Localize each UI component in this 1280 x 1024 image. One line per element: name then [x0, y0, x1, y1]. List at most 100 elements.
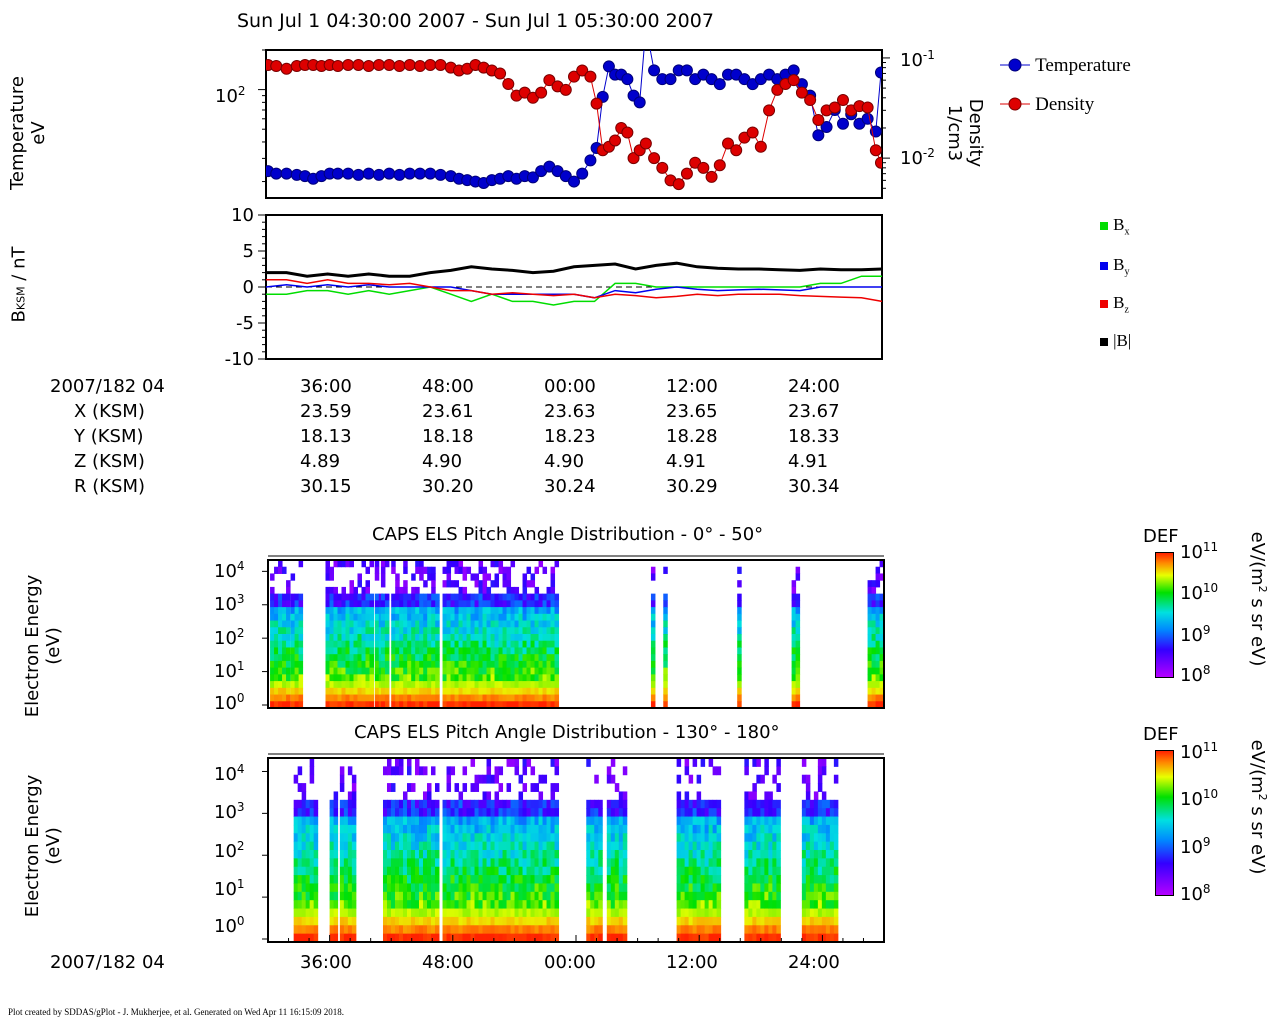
spectrogram-cell — [510, 701, 516, 709]
spectrogram-cell — [514, 687, 520, 696]
spectrogram-cell — [522, 580, 528, 588]
spectrogram-cell — [426, 816, 432, 826]
spectrogram-cell — [768, 925, 773, 935]
spectrogram-cell — [590, 799, 595, 809]
spectrogram-cell — [282, 593, 287, 601]
spectrogram-cell — [474, 891, 480, 901]
spectrogram-cell — [502, 701, 508, 709]
spectrogram-cell — [590, 908, 595, 918]
spectrogram-cell — [526, 674, 532, 682]
spectrogram-cell — [805, 841, 811, 851]
spectrogram-cell — [435, 660, 440, 669]
spectrogram-cell — [506, 607, 512, 615]
spectrogram-cell — [274, 647, 279, 655]
spectrogram-cell — [550, 808, 556, 818]
spectrogram-cell — [422, 791, 428, 801]
spectrogram-cell — [390, 858, 396, 868]
spectrogram-cell — [772, 808, 777, 818]
spectrogram-cell — [772, 799, 777, 809]
spectrogram-cell — [482, 566, 488, 574]
spectrogram-cell — [419, 701, 424, 709]
spectrogram-cell — [442, 824, 448, 834]
spectrogram-cell — [462, 634, 468, 642]
spectrogram-cell — [286, 667, 291, 675]
density-point — [697, 161, 710, 174]
spectrogram-cell — [716, 824, 722, 834]
spectrogram-cell — [411, 607, 416, 615]
spectrogram-cell — [486, 647, 492, 655]
spectrogram-cell — [526, 647, 532, 655]
spectrogram-cell — [466, 634, 472, 642]
spectrogram-cell — [752, 908, 757, 918]
spectrogram-cell — [618, 875, 624, 884]
spectrogram-cell — [270, 640, 275, 648]
spectrogram-cell — [700, 808, 706, 818]
spectrogram-cell — [490, 908, 496, 918]
spectrogram-cell — [399, 660, 404, 669]
spectrogram-cell — [294, 600, 300, 608]
spectrogram-cell — [700, 858, 706, 868]
spectrogram-cell — [752, 850, 757, 859]
spectrogram-cell — [294, 620, 300, 628]
spectrogram-cell — [510, 654, 516, 662]
spectrogram-cell — [482, 580, 488, 588]
plot-frame — [267, 559, 885, 709]
spectrogram-cell — [382, 891, 388, 901]
spectrogram-cell — [534, 674, 540, 682]
spectrogram-cell — [374, 560, 380, 568]
spectrogram-cell — [618, 858, 624, 868]
spectrogram-cell — [442, 925, 448, 935]
spectrogram-cell — [390, 900, 396, 910]
spectrogram-cell — [462, 687, 468, 696]
spectrogram-cell — [538, 841, 544, 851]
spectrogram-cell — [518, 808, 524, 818]
spectrogram-cell — [610, 841, 616, 851]
spectrogram-cell — [522, 694, 528, 702]
spectrogram-cell — [402, 833, 408, 843]
spectrogram-cell — [550, 687, 556, 696]
spectrogram-cell — [518, 933, 524, 943]
spectrogram-cell — [554, 766, 560, 776]
spectrogram-cell — [538, 900, 544, 910]
spectrogram-cell — [768, 866, 773, 876]
spectrogram-cell — [399, 674, 404, 682]
spectrogram-cell — [744, 799, 749, 809]
spectrogram-cell — [490, 875, 496, 884]
spectrogram-cell — [380, 701, 386, 709]
spectrogram-cell — [482, 925, 488, 935]
spectrogram-cell — [550, 573, 556, 581]
spectrogram-cell — [402, 808, 408, 818]
spectrogram-cell — [406, 833, 412, 843]
spectrogram-cell — [875, 634, 881, 642]
spectrogram-cell — [454, 613, 460, 622]
spectrogram-cell — [606, 933, 612, 943]
spectrogram-cell — [282, 640, 287, 648]
spectrogram-cell — [454, 883, 460, 893]
spectrogram-cell — [494, 593, 500, 601]
spectrogram-cell — [482, 687, 488, 696]
spectrogram-cell — [498, 701, 504, 709]
spectrogram-cell — [748, 883, 753, 893]
spectrogram-cell — [676, 833, 682, 843]
spectrogram-cell — [518, 875, 524, 884]
spectrogram-cell — [825, 799, 831, 809]
spectrogram-cell — [498, 858, 504, 868]
spectrogram-cell — [407, 627, 412, 635]
spectrogram-cell — [486, 674, 492, 682]
spectrogram-cell — [430, 850, 436, 859]
spectrogram-cell — [550, 647, 556, 655]
spectrogram-cell — [398, 816, 404, 826]
spectrogram-cell — [748, 858, 753, 868]
spectrogram-cell — [871, 687, 877, 696]
spectrogram-cell — [410, 908, 416, 918]
spectrogram-cell — [546, 694, 552, 702]
spectrogram-cell — [431, 667, 436, 675]
plasma-series-group — [266, 50, 882, 191]
spectrogram-cell — [610, 808, 616, 818]
spectrogram-cell — [343, 816, 349, 826]
spectrogram-cell — [278, 681, 283, 689]
spectrogram-cell — [423, 687, 428, 696]
spectrogram-cell — [357, 607, 362, 615]
spectrogram-cell — [380, 647, 386, 655]
ephemeris-value: 30.15 — [300, 476, 352, 497]
